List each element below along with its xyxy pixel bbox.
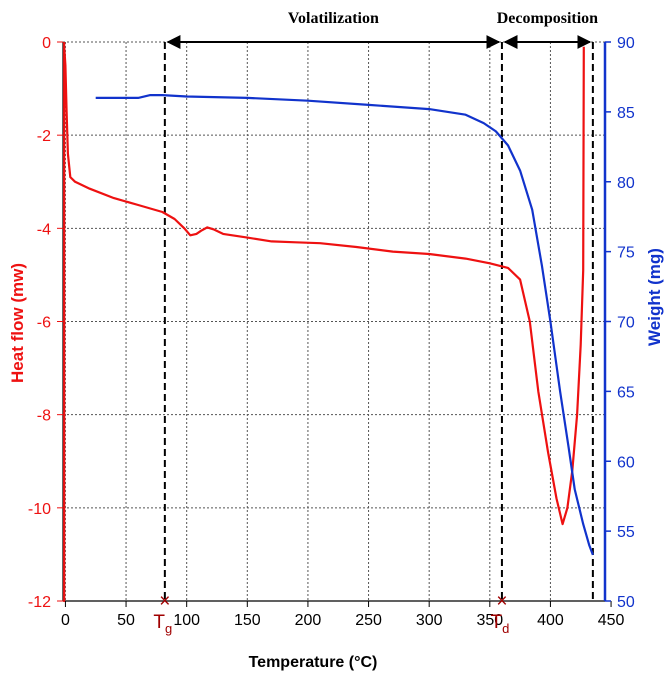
x-tick-label: 250 xyxy=(355,612,382,629)
x-tick-label: 200 xyxy=(295,612,322,629)
grid xyxy=(63,41,605,601)
x-tick-label: 100 xyxy=(173,612,200,629)
y-left-tick-label: -4 xyxy=(37,221,51,238)
y-left-tick-label: -2 xyxy=(37,128,51,145)
y-right-tick-label: 80 xyxy=(617,175,635,192)
y-left-tick-label: -10 xyxy=(28,501,51,518)
x-tick-label: 150 xyxy=(234,612,261,629)
x-axis-label: Temperature (°C) xyxy=(249,654,378,671)
decomposition-label: Decomposition xyxy=(497,10,598,27)
x-tick-label: 300 xyxy=(416,612,443,629)
y-left-tick-label: 0 xyxy=(42,35,51,52)
marker-x: × xyxy=(496,591,507,612)
y-right-tick-label: 60 xyxy=(617,454,635,471)
y-right-tick-label: 70 xyxy=(617,315,635,332)
x-tick-label: 0 xyxy=(61,612,70,629)
tg-marker-label: Tg xyxy=(153,612,172,636)
y-right-tick-label: 75 xyxy=(617,245,635,262)
annotations: Volatilization Decomposition×Tg×Td xyxy=(153,10,598,636)
y-right-tick-label: 85 xyxy=(617,105,635,122)
tick-labels: 0 50 100 150 200 250 300 350 400 450 0 -2 -4 -6 -8 -10 -… xyxy=(28,35,635,629)
x-tick-label: 50 xyxy=(117,612,135,629)
y-left-tick-label: -12 xyxy=(28,594,51,611)
y-right-tick-label: 65 xyxy=(617,384,635,401)
y-left-tick-label: -6 xyxy=(37,315,51,332)
y-right-tick-label: 55 xyxy=(617,524,635,541)
series xyxy=(63,42,594,603)
volatilization-label: Volatilization xyxy=(288,10,379,27)
y-right-tick-label: 90 xyxy=(617,35,635,52)
reference-lines xyxy=(163,42,594,601)
heat-flow-line xyxy=(63,42,585,603)
x-tick-label: 450 xyxy=(598,612,625,629)
y-left-tick-label: -8 xyxy=(37,408,51,425)
marker-x: × xyxy=(159,591,170,612)
y-right-tick-label: 50 xyxy=(617,594,635,611)
td-marker-label: Td xyxy=(491,612,510,636)
marker-subscript: d xyxy=(502,621,509,636)
y-right-axis-label: Weight (mg) xyxy=(645,248,664,346)
x-tick-label: 400 xyxy=(537,612,564,629)
x-tick-label: 350 xyxy=(476,612,503,629)
weight-line xyxy=(95,94,594,556)
y-left-axis-label: Heat flow (mw) xyxy=(8,263,27,383)
marker-subscript: g xyxy=(165,621,172,636)
